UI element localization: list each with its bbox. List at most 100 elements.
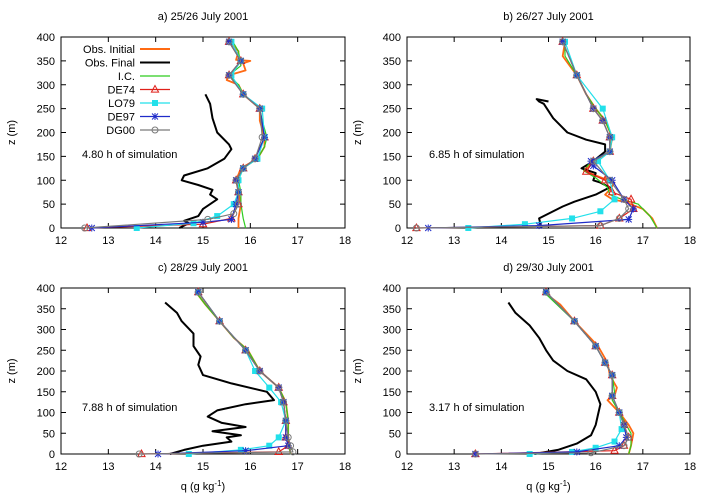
y-tick-label: 0 bbox=[395, 223, 401, 235]
legend-label: LO79 bbox=[108, 98, 135, 110]
x-tick-label: 17 bbox=[292, 235, 304, 247]
x-tick-label: 12 bbox=[55, 461, 67, 473]
data-point bbox=[559, 38, 567, 46]
y-tick-label: 50 bbox=[43, 199, 55, 211]
y-tick-label: 100 bbox=[37, 175, 55, 187]
series-de97 bbox=[424, 38, 637, 232]
series-line bbox=[543, 291, 632, 455]
y-tick-label: 150 bbox=[383, 387, 401, 399]
data-point bbox=[282, 417, 290, 425]
legend-marker bbox=[151, 126, 159, 134]
series-lo79 bbox=[465, 38, 618, 231]
data-point bbox=[256, 105, 264, 113]
series-i-c- bbox=[195, 291, 292, 455]
series-de74 bbox=[411, 36, 638, 232]
series-line bbox=[178, 93, 233, 229]
panel-4: d) 29/30 July 2001 12 13 14 15 16 17 18 0 50 100 15… bbox=[352, 262, 696, 493]
data-point bbox=[597, 208, 604, 215]
panel-title: b) 26/27 July 2001 bbox=[503, 11, 594, 23]
plot-frame bbox=[406, 36, 691, 229]
series-de97 bbox=[471, 288, 630, 458]
series-obs-final bbox=[164, 301, 275, 455]
y-tick-label: 50 bbox=[43, 428, 55, 440]
data-point bbox=[194, 288, 202, 296]
series-obs-final bbox=[178, 93, 233, 229]
series-obs-final bbox=[507, 301, 602, 455]
series-dg00 bbox=[412, 38, 633, 232]
legend-label: DG00 bbox=[106, 125, 135, 137]
data-point bbox=[137, 448, 146, 458]
data-point bbox=[279, 398, 287, 406]
data-point bbox=[615, 214, 623, 222]
series-line bbox=[164, 301, 275, 455]
y-tick-label: 350 bbox=[37, 304, 55, 316]
y-tick-label: 150 bbox=[37, 151, 55, 163]
data-point bbox=[252, 368, 259, 374]
y-tick-label: 250 bbox=[383, 104, 401, 116]
x-tick-label: 13 bbox=[102, 461, 114, 473]
data-point bbox=[618, 426, 625, 433]
x-tick-label: 13 bbox=[448, 461, 460, 473]
data-point bbox=[239, 164, 247, 172]
data-point bbox=[465, 225, 472, 231]
legend-label: DE74 bbox=[107, 85, 135, 97]
panel-2: b) 26/27 July 2001 12 13 14 15 16 17 18 0 50 100 15… bbox=[352, 11, 696, 247]
data-point bbox=[230, 210, 238, 218]
y-tick-label: 300 bbox=[37, 325, 55, 337]
data-point bbox=[620, 442, 628, 450]
x-tick-label: 12 bbox=[401, 461, 413, 473]
data-point bbox=[266, 384, 273, 391]
data-point bbox=[225, 71, 233, 79]
series-line bbox=[428, 41, 635, 229]
data-point bbox=[592, 444, 599, 451]
x-tick-label: 13 bbox=[102, 235, 114, 247]
y-tick-label: 0 bbox=[49, 449, 55, 461]
data-point bbox=[573, 71, 581, 79]
simulation-time-label: 6.85 h of simulation bbox=[429, 149, 524, 161]
simulation-time-label: 7.88 h of simulation bbox=[82, 402, 177, 414]
data-point bbox=[287, 442, 295, 450]
x-tick-label: 18 bbox=[339, 235, 351, 247]
series-de74 bbox=[470, 287, 634, 458]
series-obs-initial bbox=[225, 38, 266, 228]
x-tick-label: 16 bbox=[244, 461, 256, 473]
y-tick-label: 300 bbox=[383, 80, 401, 92]
y-tick-label: 100 bbox=[383, 175, 401, 187]
y-tick-label: 50 bbox=[389, 199, 401, 211]
data-point bbox=[587, 449, 595, 457]
legend-marker bbox=[152, 100, 158, 106]
series-line bbox=[535, 98, 611, 229]
panel-1: a) 25/26 July 2001 12 13 14 15 16 17 18 0 50 100 15… bbox=[6, 11, 351, 247]
data-point bbox=[251, 155, 259, 163]
data-point bbox=[266, 442, 273, 449]
y-tick-label: 300 bbox=[383, 325, 401, 337]
y-tick-label: 200 bbox=[37, 128, 55, 140]
data-point bbox=[216, 317, 224, 325]
y-tick-label: 350 bbox=[37, 56, 55, 68]
series-dg00 bbox=[471, 288, 633, 458]
series-dg00 bbox=[81, 38, 266, 232]
x-tick-label: 16 bbox=[244, 235, 256, 247]
data-point bbox=[214, 213, 221, 220]
x-tick-label: 14 bbox=[495, 461, 507, 473]
series-line bbox=[416, 41, 635, 229]
legend-label: Obs. Final bbox=[85, 58, 135, 70]
data-point bbox=[581, 166, 591, 175]
y-tick-label: 0 bbox=[395, 449, 401, 461]
data-point bbox=[204, 215, 212, 223]
y-tick-label: 250 bbox=[383, 345, 401, 357]
legend-label: Obs. Initial bbox=[83, 44, 135, 56]
y-tick-label: 400 bbox=[383, 283, 401, 295]
series-obs-final bbox=[535, 98, 611, 229]
y-tick-label: 150 bbox=[383, 151, 401, 163]
data-point bbox=[232, 176, 240, 184]
y-axis-label: z (m) bbox=[6, 358, 18, 383]
y-tick-label: 200 bbox=[383, 366, 401, 378]
data-point bbox=[242, 346, 250, 354]
x-tick-label: 17 bbox=[292, 461, 304, 473]
series-line bbox=[139, 291, 294, 455]
data-point bbox=[607, 187, 617, 196]
y-tick-label: 0 bbox=[49, 223, 55, 235]
x-tick-label: 18 bbox=[684, 461, 696, 473]
